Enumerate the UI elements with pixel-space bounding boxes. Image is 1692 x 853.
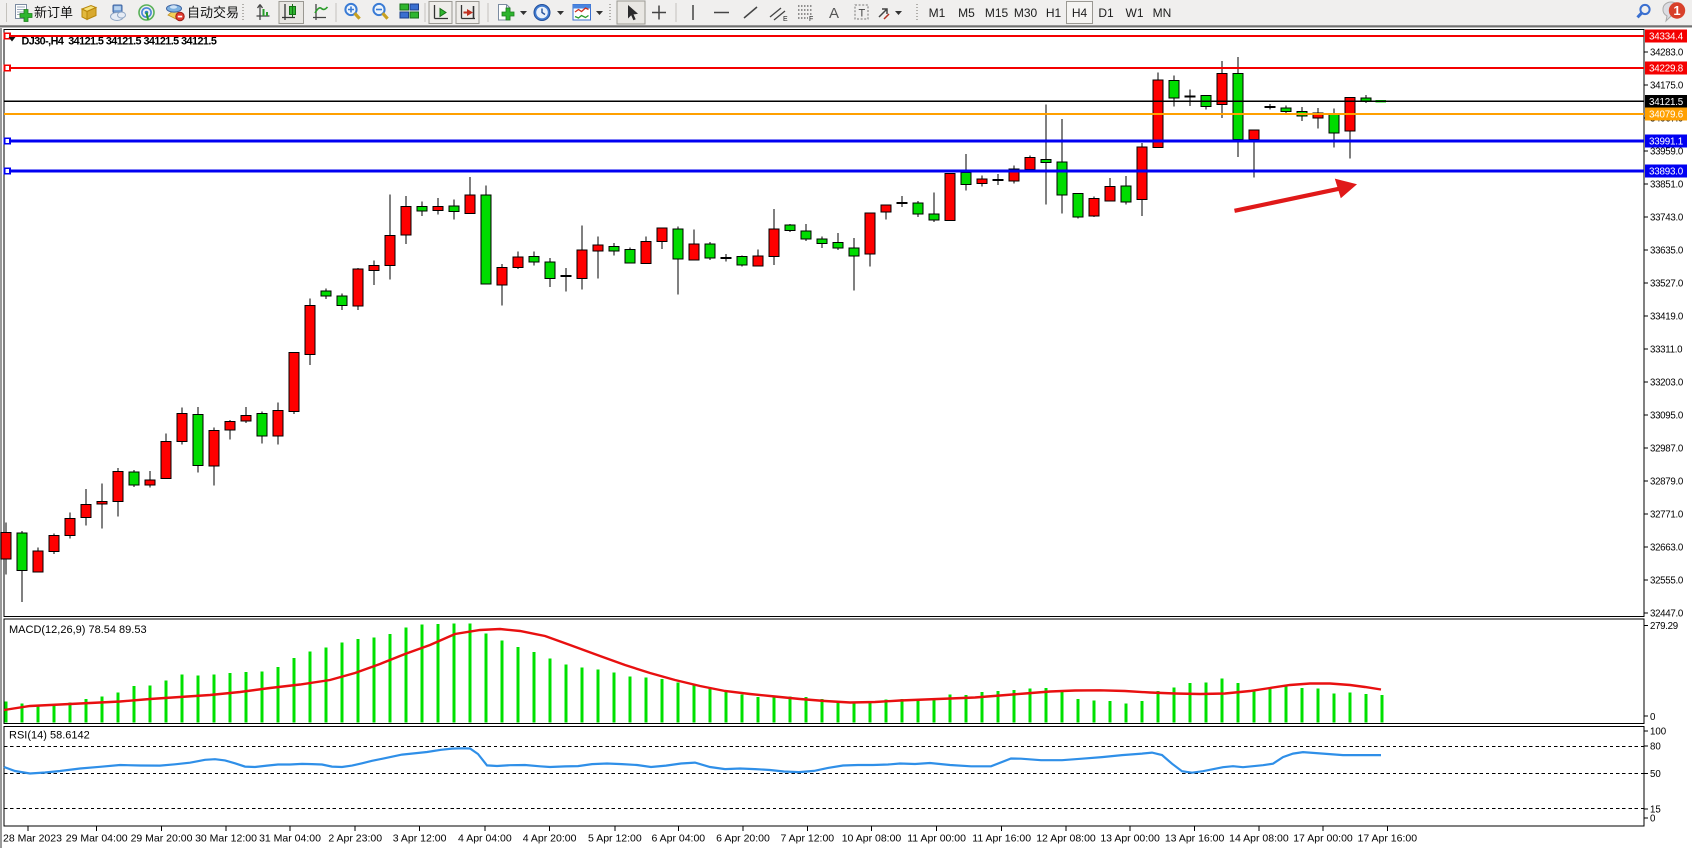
svg-text:33311.0: 33311.0 — [1650, 345, 1683, 356]
svg-text:1: 1 — [1673, 3, 1680, 18]
svg-text:E: E — [783, 16, 788, 23]
svg-text:12 Apr 08:00: 12 Apr 08:00 — [1036, 833, 1096, 845]
svg-text:34229.8: 34229.8 — [1649, 64, 1684, 75]
svg-text:33851.0: 33851.0 — [1650, 180, 1684, 191]
svg-text:MN: MN — [1153, 6, 1172, 20]
svg-text:29 Mar 20:00: 29 Mar 20:00 — [131, 833, 193, 845]
svg-text:32447.0: 32447.0 — [1650, 609, 1684, 620]
svg-text:32663.0: 32663.0 — [1650, 543, 1684, 554]
svg-text:M15: M15 — [985, 6, 1009, 20]
svg-text:29 Mar 04:00: 29 Mar 04:00 — [66, 833, 128, 845]
svg-text:34121.5: 34121.5 — [1649, 97, 1684, 108]
svg-text:新订单: 新订单 — [34, 5, 73, 20]
svg-text:M5: M5 — [958, 6, 975, 20]
svg-text:32771.0: 32771.0 — [1650, 510, 1684, 521]
svg-text:34175.0: 34175.0 — [1650, 81, 1684, 92]
svg-text:34334.4: 34334.4 — [1649, 32, 1684, 43]
svg-text:T: T — [859, 8, 866, 20]
svg-text:30 Mar 12:00: 30 Mar 12:00 — [195, 833, 257, 845]
svg-text:100: 100 — [1650, 727, 1667, 738]
svg-text:RSI(14) 58.6142: RSI(14) 58.6142 — [9, 730, 90, 742]
svg-text:H1: H1 — [1046, 6, 1062, 20]
svg-text:33095.0: 33095.0 — [1650, 411, 1684, 422]
svg-text:2 Apr 23:00: 2 Apr 23:00 — [328, 833, 382, 845]
svg-text:33959.0: 33959.0 — [1650, 147, 1684, 158]
svg-text:80: 80 — [1650, 742, 1661, 753]
svg-text:6 Apr 04:00: 6 Apr 04:00 — [651, 833, 705, 845]
svg-text:M1: M1 — [929, 6, 946, 20]
svg-text:14 Apr 08:00: 14 Apr 08:00 — [1229, 833, 1289, 845]
svg-text:DJ30-,H4 34121.5 34121.5 3412: DJ30-,H4 34121.5 34121.5 34121.5 34121.5 — [22, 36, 217, 48]
svg-text:32879.0: 32879.0 — [1650, 477, 1684, 488]
svg-text:33527.0: 33527.0 — [1650, 279, 1684, 290]
svg-text:31 Mar 04:00: 31 Mar 04:00 — [259, 833, 321, 845]
svg-text:10 Apr 08:00: 10 Apr 08:00 — [842, 833, 902, 845]
svg-text:4 Apr 04:00: 4 Apr 04:00 — [458, 833, 512, 845]
svg-text:H4: H4 — [1072, 6, 1088, 20]
svg-text:3 Apr 12:00: 3 Apr 12:00 — [393, 833, 447, 845]
svg-text:13 Apr 00:00: 13 Apr 00:00 — [1100, 833, 1160, 845]
svg-text:32555.0: 32555.0 — [1650, 576, 1684, 587]
svg-text:0: 0 — [1650, 712, 1656, 723]
svg-text:28 Mar 2023: 28 Mar 2023 — [3, 833, 62, 845]
svg-text:W1: W1 — [1126, 6, 1144, 20]
svg-text:11 Apr 00:00: 11 Apr 00:00 — [907, 833, 966, 845]
svg-text:33893.0: 33893.0 — [1649, 167, 1684, 178]
svg-text:33635.0: 33635.0 — [1650, 246, 1684, 257]
svg-text:MACD(12,26,9) 78.54 89.53: MACD(12,26,9) 78.54 89.53 — [9, 624, 147, 636]
svg-text:17 Apr 16:00: 17 Apr 16:00 — [1358, 833, 1418, 845]
svg-text:11 Apr 16:00: 11 Apr 16:00 — [972, 833, 1031, 845]
svg-text:32987.0: 32987.0 — [1650, 444, 1684, 455]
svg-text:M30: M30 — [1014, 6, 1038, 20]
svg-text:17 Apr 00:00: 17 Apr 00:00 — [1293, 833, 1353, 845]
svg-text:自动交易: 自动交易 — [187, 5, 239, 20]
svg-text:5 Apr 12:00: 5 Apr 12:00 — [588, 833, 642, 845]
svg-text:34283.0: 34283.0 — [1650, 48, 1684, 59]
svg-text:33991.1: 33991.1 — [1649, 137, 1683, 148]
svg-text:7 Apr 12:00: 7 Apr 12:00 — [780, 833, 834, 845]
svg-text:33419.0: 33419.0 — [1650, 312, 1684, 323]
svg-text:0: 0 — [1650, 814, 1656, 825]
svg-text:6 Apr 20:00: 6 Apr 20:00 — [716, 833, 770, 845]
svg-text:33743.0: 33743.0 — [1650, 213, 1684, 224]
svg-text:50: 50 — [1650, 769, 1661, 780]
svg-text:15: 15 — [1650, 805, 1661, 816]
svg-text:33203.0: 33203.0 — [1650, 378, 1684, 389]
svg-text:A: A — [829, 5, 839, 22]
svg-text:279.29: 279.29 — [1650, 621, 1678, 632]
svg-text:13 Apr 16:00: 13 Apr 16:00 — [1165, 833, 1225, 845]
svg-text:4 Apr 20:00: 4 Apr 20:00 — [523, 833, 577, 845]
svg-text:D1: D1 — [1098, 6, 1114, 20]
svg-text:34079.6: 34079.6 — [1649, 110, 1684, 121]
svg-text:F: F — [809, 16, 813, 23]
